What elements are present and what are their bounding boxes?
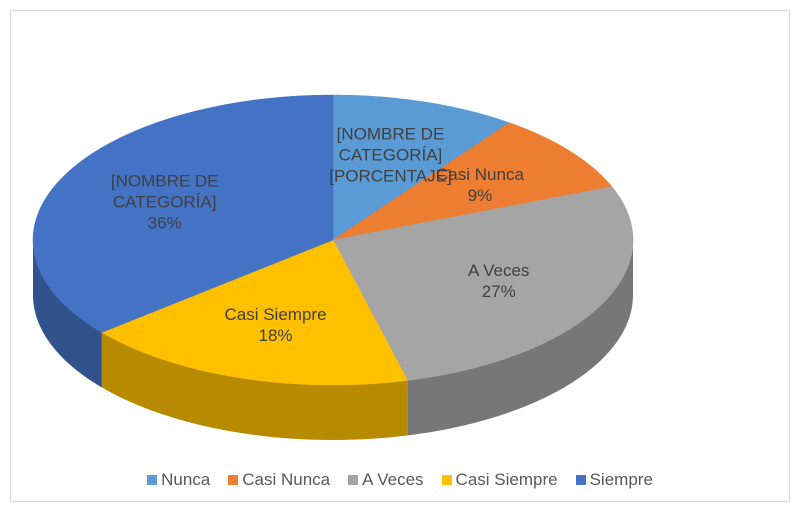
- slice-side: [101, 332, 408, 440]
- data-label: Casi Siempre 18%: [201, 304, 351, 346]
- legend-swatch: [348, 475, 359, 485]
- data-label-name: [NOMBRE DE CATEGORÍA]: [336, 124, 445, 164]
- legend-label: Nunca: [161, 470, 211, 489]
- data-label-value: [PORCENTAJE]: [329, 166, 452, 185]
- legend-item: A Veces: [348, 470, 424, 490]
- legend-item: Casi Nunca: [228, 470, 330, 490]
- legend-item: Casi Siempre: [441, 470, 558, 490]
- data-label-name: Casi Nunca: [436, 164, 524, 184]
- data-label-value: 36%: [147, 213, 182, 233]
- slice: [101, 239, 408, 386]
- legend-item: Nunca: [147, 470, 210, 490]
- slice-side: [407, 240, 633, 436]
- data-label-value: 18%: [258, 326, 293, 346]
- slice: [332, 94, 510, 241]
- data-label: A Veces 27%: [424, 260, 574, 302]
- data-label-name: [NOMBRE DE CATEGORÍA]: [110, 171, 219, 212]
- data-label: [NOMBRE DE CATEGORÍA] 36%: [90, 170, 240, 233]
- chart-border: [10, 10, 790, 502]
- slice: [32, 94, 334, 333]
- data-label-value: 27%: [481, 281, 516, 301]
- data-label-name: Casi Siempre: [224, 305, 327, 325]
- legend-label: Casi Nunca: [242, 470, 331, 489]
- legend-swatch: [228, 475, 239, 485]
- data-label: [NOMBRE DE CATEGORÍA] [PORCENTAJE]: [315, 123, 465, 186]
- legend-label: A Veces: [362, 470, 424, 489]
- legend-swatch: [441, 475, 452, 485]
- data-label-name: A Veces: [468, 260, 530, 280]
- legend-label: Siempre: [589, 470, 653, 489]
- legend: Nunca Casi Nunca A Veces Casi Siempre Siempr…: [0, 470, 800, 490]
- slice-side: [33, 240, 102, 388]
- slice: [332, 186, 634, 381]
- slices: [32, 94, 634, 386]
- legend-label: Casi Siempre: [455, 470, 558, 489]
- legend-swatch: [147, 475, 158, 485]
- legend-swatch: [575, 475, 586, 485]
- data-label-value: 9%: [467, 185, 493, 205]
- slice: [332, 122, 613, 241]
- data-label: Casi Nunca 9%: [405, 164, 555, 206]
- side-walls: [33, 240, 633, 440]
- legend-item: Siempre: [575, 470, 653, 490]
